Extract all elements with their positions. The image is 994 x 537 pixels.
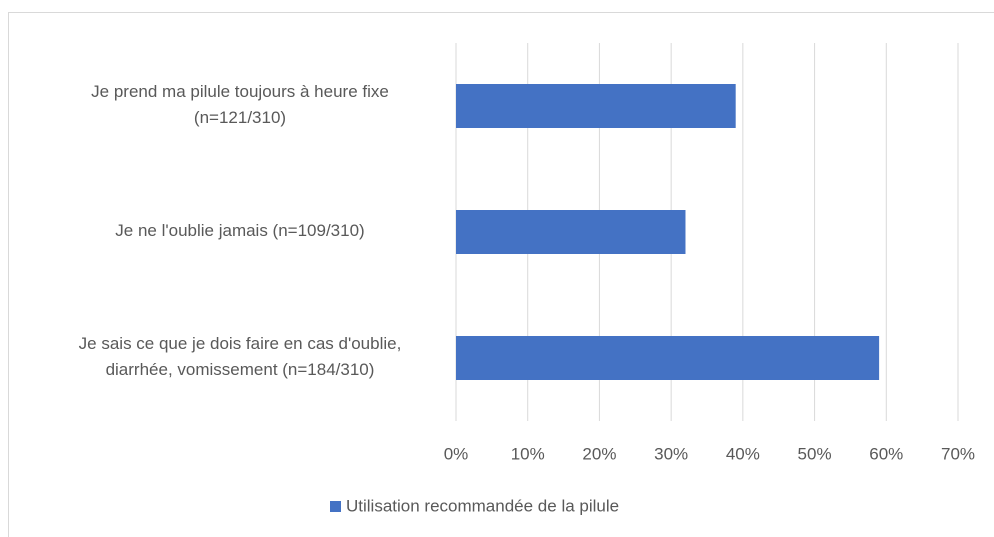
legend-swatch — [330, 501, 341, 512]
chart-frame — [8, 12, 994, 537]
x-tick-label: 20% — [582, 444, 616, 463]
y-tick-label: Je sais ce que je dois faire en cas d'ou… — [79, 334, 402, 379]
bar — [456, 210, 686, 254]
y-tick-label: Je ne l'oublie jamais (n=109/310) — [115, 221, 364, 240]
x-tick-label: 0% — [444, 444, 469, 463]
x-tick-label: 70% — [941, 444, 975, 463]
legend-label: Utilisation recommandée de la pilule — [346, 496, 619, 515]
x-tick-label: 40% — [726, 444, 760, 463]
x-tick-label: 30% — [654, 444, 688, 463]
bar — [456, 336, 880, 380]
x-tick-label: 50% — [798, 444, 832, 463]
x-tick-label: 60% — [869, 444, 903, 463]
bar — [456, 84, 736, 128]
y-tick-label: Je prend ma pilule toujours à heure fixe… — [91, 82, 389, 127]
x-tick-label: 10% — [511, 444, 545, 463]
